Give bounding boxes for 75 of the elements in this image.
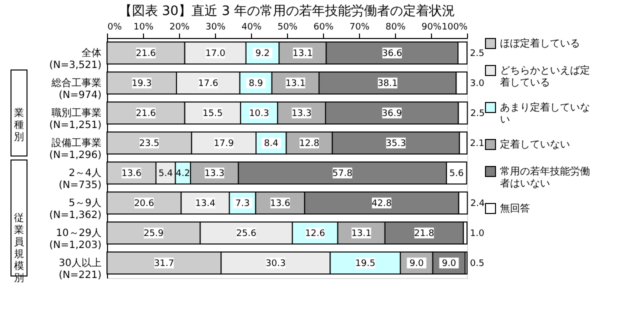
data-label: 13.1 xyxy=(351,229,372,239)
data-label: 13.3 xyxy=(292,109,312,119)
y-tick-label: 総合工事業 (N=974) xyxy=(50,77,102,101)
data-label: 23.5 xyxy=(139,139,160,149)
data-label: 35.3 xyxy=(386,139,406,149)
data-label: 13.6 xyxy=(270,199,290,209)
data-label: 4.2 xyxy=(176,169,190,179)
data-label: 0.5 xyxy=(470,259,484,269)
data-label: 2.5 xyxy=(470,109,485,119)
x-tick-label: 50% xyxy=(277,22,298,32)
legend-label: どちらかといえば定着している xyxy=(500,64,590,88)
data-label: 5.6 xyxy=(449,169,464,179)
legend-label: ほぼ定着している xyxy=(500,38,580,50)
data-label: 12.8 xyxy=(299,139,320,149)
data-label: 19.5 xyxy=(355,259,376,269)
data-label: 42.8 xyxy=(372,199,392,209)
data-label: 13.3 xyxy=(204,169,224,179)
data-label: 2.1 xyxy=(470,139,484,149)
text: 業種別 xyxy=(14,107,24,143)
data-label: 17.9 xyxy=(214,139,234,149)
y-tick-label: 2～4人 (N=735) xyxy=(58,168,102,191)
data-label: 10.3 xyxy=(249,109,270,119)
data-label: 36.6 xyxy=(382,49,402,59)
legend-label: 定着していない xyxy=(500,138,570,150)
data-label: 7.3 xyxy=(235,199,250,209)
x-tick-label: 40% xyxy=(241,22,262,32)
legend-label: 無回答 xyxy=(500,202,530,214)
data-label: 17.0 xyxy=(205,49,226,59)
chart-title: 【図表 30】直近 3 年の常用の若年技能労働者の定着状況 xyxy=(118,3,456,19)
x-tick-label: 10% xyxy=(133,22,154,32)
x-tick-label: 100% xyxy=(442,22,468,32)
x-tick-label: 70% xyxy=(349,22,370,32)
data-label: 17.6 xyxy=(198,79,218,89)
data-label: 9.0 xyxy=(442,259,456,269)
data-label: 57.8 xyxy=(332,169,353,179)
x-tick-label: 20% xyxy=(169,22,190,32)
y-tick-label: 30人以上 (N=221) xyxy=(58,257,102,281)
data-label: 13.1 xyxy=(285,79,306,89)
y-tick-label: 全体 (N=3,521) xyxy=(49,47,102,71)
data-label: 13.1 xyxy=(292,49,313,59)
data-label: 2.4 xyxy=(470,199,485,209)
data-label: 15.5 xyxy=(202,109,223,119)
data-label: 12.6 xyxy=(305,229,326,239)
legend-label: 常用の若年技能労働者はいない xyxy=(500,166,590,190)
data-label: 25.9 xyxy=(144,229,164,239)
y-tick-label: 設備工事業 (N=1,296) xyxy=(49,137,102,161)
data-label: 2.5 xyxy=(470,49,484,59)
data-label: 30.3 xyxy=(266,259,286,269)
data-label: 21.6 xyxy=(136,109,156,119)
data-label: 13.4 xyxy=(195,199,216,209)
data-label: 19.3 xyxy=(132,79,152,89)
data-label: 13.6 xyxy=(121,169,142,179)
data-label: 8.9 xyxy=(248,79,264,89)
data-label: 21.6 xyxy=(136,49,156,59)
data-label: 25.6 xyxy=(236,229,257,239)
x-tick-label: 80% xyxy=(385,22,406,32)
x-tick-label: 0% xyxy=(108,22,122,32)
legend-label: あまり定着していない xyxy=(500,102,590,126)
x-tick-label: 90% xyxy=(421,22,442,32)
data-label: 8.4 xyxy=(264,139,279,149)
data-label: 5.4 xyxy=(158,169,174,179)
y-tick-label: 5～9人 (N=1,362) xyxy=(49,198,102,221)
y-tick-label: 10～29人 (N=1,203) xyxy=(49,228,102,251)
y-tick-label: 職別工事業 (N=1,251) xyxy=(49,107,102,131)
data-label: 21.8 xyxy=(414,229,434,239)
data-label: 38.1 xyxy=(378,79,398,89)
x-tick-label: 60% xyxy=(313,22,334,32)
data-label: 9.0 xyxy=(409,259,424,269)
x-tick-label: 30% xyxy=(205,22,226,32)
data-label: 3.0 xyxy=(470,79,485,89)
data-label: 31.7 xyxy=(154,259,174,269)
data-label: 1.0 xyxy=(470,229,485,239)
data-label: 20.6 xyxy=(134,199,154,209)
data-label: 9.2 xyxy=(255,49,270,59)
data-label: 36.9 xyxy=(382,109,402,119)
